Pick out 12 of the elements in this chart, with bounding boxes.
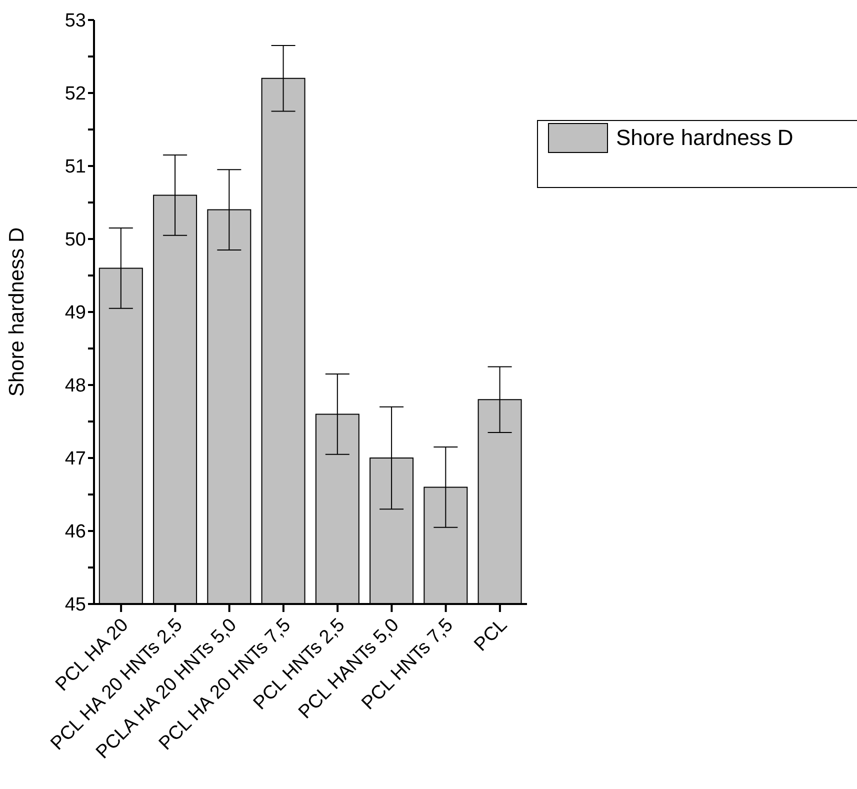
y-tick-label: 49 [64,302,86,324]
y-tick-label: 50 [64,230,86,251]
y-tick-label: 52 [64,84,86,105]
legend-label: Shore hardness D [615,124,794,152]
y-tick-label: 46 [64,522,86,543]
y-tick-label: 47 [64,448,86,470]
y-tick-label: 51 [64,156,86,178]
y-axis-title: Shore hardness D [5,227,28,397]
y-tick-label: 48 [64,376,86,397]
y-tick-label: 45 [64,594,86,616]
x-tick-label: PCL [470,614,512,656]
y-tick-label: 53 [64,10,86,32]
